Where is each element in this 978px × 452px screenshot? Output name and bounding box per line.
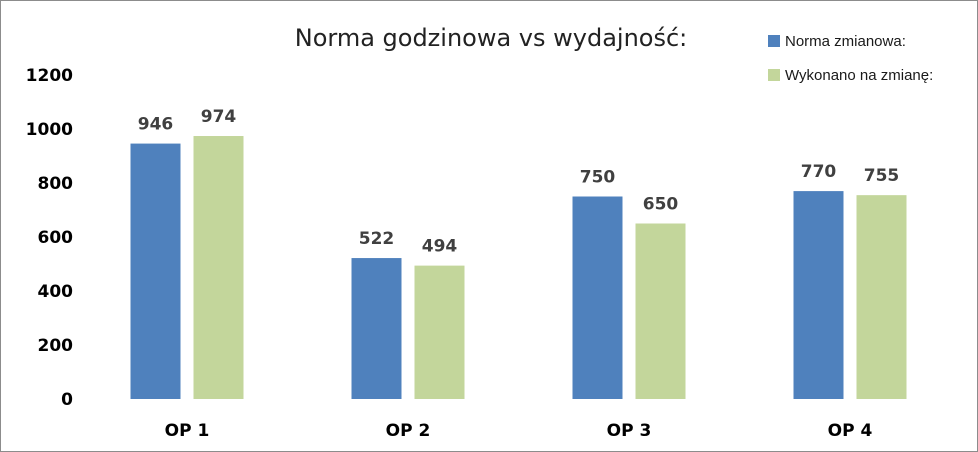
bar-wykonano-3 xyxy=(635,223,686,399)
bar-wykonano-2 xyxy=(414,265,465,399)
y-tick-label: 1000 xyxy=(26,120,73,140)
bar-norma-2 xyxy=(351,258,402,399)
x-tick-label: OP 1 xyxy=(165,421,210,441)
legend-swatch-wykonano xyxy=(768,69,780,81)
y-tick-label: 600 xyxy=(38,228,74,248)
y-axis: 0 200 400 600 800 1000 1200 xyxy=(26,66,73,410)
legend: Norma zmianowa: Wykonano na zmianę: xyxy=(768,33,933,84)
data-label: 494 xyxy=(422,237,458,257)
legend-label-wykonano: Wykonano na zmianę: xyxy=(785,67,933,84)
legend-swatch-norma xyxy=(768,35,780,47)
x-axis: OP 1 OP 2 OP 3 OP 4 xyxy=(165,421,873,441)
x-tick-label: OP 2 xyxy=(386,421,431,441)
data-label: 770 xyxy=(801,162,837,182)
bar-wykonano-1 xyxy=(193,136,244,399)
y-tick-label: 400 xyxy=(38,282,74,302)
y-tick-label: 800 xyxy=(38,174,74,194)
legend-label-norma: Norma zmianowa: xyxy=(785,33,906,50)
chart-title: Norma godzinowa vs wydajność: xyxy=(295,24,688,52)
data-label: 974 xyxy=(201,107,237,127)
data-label: 750 xyxy=(580,168,616,188)
data-labels: 946 974 522 494 750 650 770 755 xyxy=(138,107,900,257)
bars xyxy=(130,136,907,399)
bar-norma-3 xyxy=(572,196,623,399)
data-label: 522 xyxy=(359,229,395,249)
x-tick-label: OP 4 xyxy=(828,421,873,441)
bar-norma-4 xyxy=(793,191,844,399)
y-tick-label: 1200 xyxy=(26,66,73,86)
y-tick-label: 0 xyxy=(61,390,73,410)
bar-norma-1 xyxy=(130,143,181,399)
data-label: 650 xyxy=(643,195,679,215)
bar-wykonano-4 xyxy=(856,195,907,399)
data-label: 946 xyxy=(138,115,174,135)
x-tick-label: OP 3 xyxy=(607,421,652,441)
data-label: 755 xyxy=(864,166,900,186)
y-tick-label: 200 xyxy=(38,336,74,356)
